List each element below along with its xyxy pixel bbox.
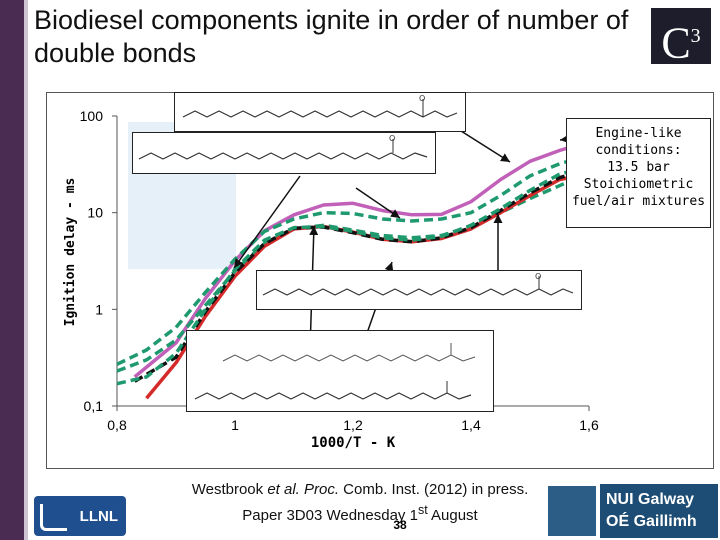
y-axis-label: Ignition delay - ms xyxy=(63,178,78,327)
citation-authors: Westbrook xyxy=(191,481,268,498)
svg-text:O: O xyxy=(419,94,425,103)
x-tick-label: 1,6 xyxy=(579,417,599,433)
arrow-line xyxy=(233,175,301,269)
galway-crest-icon xyxy=(548,486,596,536)
y-tick-label: 0,1 xyxy=(84,398,104,414)
c3-logo: C3 xyxy=(651,8,711,68)
c3-logo-sup: 3 xyxy=(690,25,701,47)
nui-galway-logo: NUI Galway OÉ Gaillimh xyxy=(548,484,718,538)
series-lines xyxy=(116,143,578,400)
slide-title: Biodiesel components ignite in order of … xyxy=(34,5,629,68)
x-tick-label: 1,4 xyxy=(461,417,481,433)
molecule-structure-linolenate: O xyxy=(174,92,466,132)
x-tick-label: 0,8 xyxy=(107,417,127,433)
citation-sup: st xyxy=(417,503,428,517)
x-tick-label: 1 xyxy=(231,417,239,433)
conditions-line: Engine-like xyxy=(595,126,682,141)
citation-line-2: Paper 3D03 Wednesday 1st August xyxy=(150,500,570,526)
page-number: 38 xyxy=(393,518,407,532)
series-line-6 xyxy=(116,167,578,386)
x-axis-ticks: 0,8 1 1,2 1,4 1,6 xyxy=(107,406,599,433)
series-line-2 xyxy=(116,157,578,366)
conditions-line: Stoichiometric xyxy=(583,177,694,192)
molecule-structure-oleate: O xyxy=(256,270,582,310)
y-tick-label: 10 xyxy=(87,205,103,221)
left-accent-stripe xyxy=(24,0,28,540)
citation-italic: et al. Proc. xyxy=(267,481,340,498)
molecule-skeleton: O xyxy=(262,272,574,296)
svg-text:O: O xyxy=(389,134,395,143)
citation: Westbrook et al. Proc. Comb. Inst. (2012… xyxy=(150,480,570,526)
citation-date: August xyxy=(427,507,478,524)
series-line-1 xyxy=(133,143,578,379)
citation-paper: Paper 3D03 Wednesday 1 xyxy=(242,507,418,524)
molecule-structures-saturated xyxy=(186,330,494,412)
molecule-skeleton: O xyxy=(138,134,428,160)
conditions-line: conditions: xyxy=(595,143,682,158)
y-tick-label: 1 xyxy=(95,301,103,317)
llnl-mark-icon xyxy=(40,504,67,531)
molecule-structure-linoleate: O xyxy=(132,132,436,174)
x-axis-label: 1000/T - K xyxy=(311,435,396,451)
c3-logo-letter: C xyxy=(661,18,691,68)
galway-line-2: OÉ Gaillimh xyxy=(606,513,697,530)
galway-line-1: NUI Galway xyxy=(606,491,695,508)
molecule-skeleton xyxy=(194,343,476,400)
molecule-skeleton: O xyxy=(182,94,458,118)
llnl-logo-text: LLNL xyxy=(79,507,118,525)
y-tick-label: 100 xyxy=(80,108,104,124)
conditions-note: Engine-like conditions: 13.5 bar Stoichi… xyxy=(566,118,711,228)
llnl-logo: LLNL xyxy=(34,496,126,536)
citation-line-1: Westbrook et al. Proc. Comb. Inst. (2012… xyxy=(150,480,570,500)
svg-text:O: O xyxy=(535,272,541,281)
conditions-line: 13.5 bar xyxy=(607,160,670,175)
citation-journal: Comb. Inst. (2012) in press. xyxy=(339,481,529,498)
conditions-line: fuel/air mixtures xyxy=(571,194,706,209)
arrow-line xyxy=(355,187,401,219)
x-tick-label: 1,2 xyxy=(343,417,363,433)
galway-logo-text: NUI Galway OÉ Gaillimh xyxy=(600,484,718,538)
y-axis-ticks: 0,1 1 10 100 xyxy=(80,108,117,414)
left-accent-bar xyxy=(0,0,24,540)
